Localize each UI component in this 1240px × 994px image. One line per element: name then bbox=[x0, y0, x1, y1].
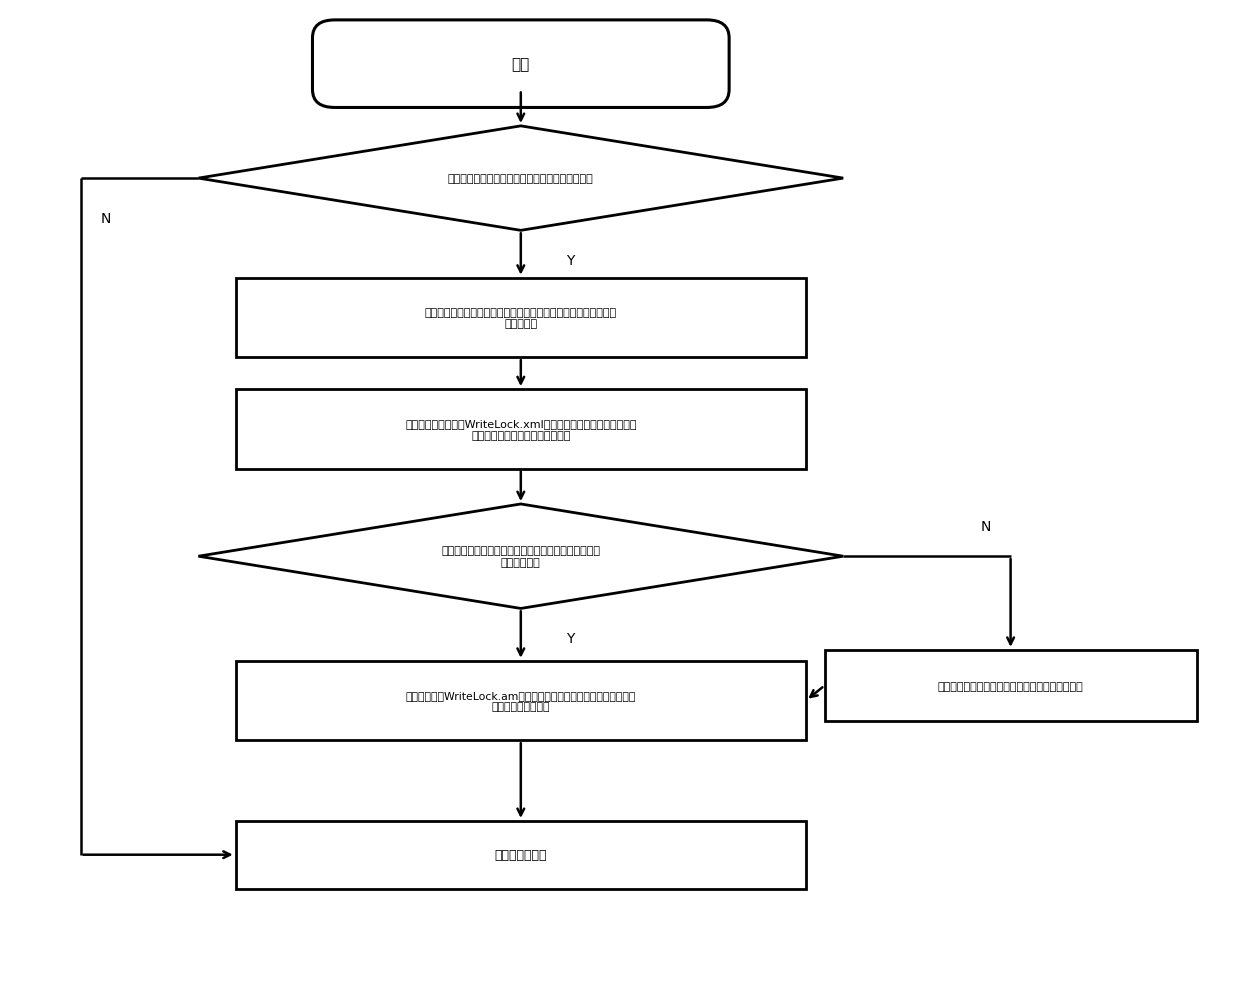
FancyBboxPatch shape bbox=[825, 650, 1197, 722]
FancyBboxPatch shape bbox=[236, 821, 806, 889]
Text: 打开配置文件WriteLock.am，将图间连接被修改的模型图文件的图间
连接锁改标志位置位: 打开配置文件WriteLock.am，将图间连接被修改的模型图文件的图间 连接锁… bbox=[405, 690, 636, 712]
Text: 工程师站综合模型图是否有图间连接的新增或删除: 工程师站综合模型图是否有图间连接的新增或删除 bbox=[448, 174, 594, 184]
Polygon shape bbox=[198, 505, 843, 608]
Text: Y: Y bbox=[567, 631, 574, 646]
Text: N: N bbox=[100, 212, 110, 226]
Text: N: N bbox=[981, 520, 991, 534]
FancyBboxPatch shape bbox=[236, 661, 806, 741]
FancyBboxPatch shape bbox=[236, 278, 806, 358]
Text: Y: Y bbox=[567, 253, 574, 268]
FancyBboxPatch shape bbox=[312, 21, 729, 108]
FancyBboxPatch shape bbox=[236, 390, 806, 469]
Text: 综合图间可连接关联的模型图文件是否都在写下载模型
图文件列表内: 综合图间可连接关联的模型图文件是否都在写下载模型 图文件列表内 bbox=[441, 546, 600, 568]
Text: 打开并读取配置文件WriteLock.xml中的写下载的模型图文件信息，
得到当前写下载的模型图文件列表: 打开并读取配置文件WriteLock.xml中的写下载的模型图文件信息， 得到当… bbox=[405, 418, 636, 440]
Text: 开始: 开始 bbox=[512, 57, 529, 73]
Polygon shape bbox=[198, 127, 843, 232]
Text: 进行下一步开发: 进行下一步开发 bbox=[495, 848, 547, 862]
Text: 获取图间连接关联的模型图文件信息，得到图间连接关联模型图文
件信息列表: 获取图间连接关联的模型图文件信息，得到图间连接关联模型图文 件信息列表 bbox=[425, 307, 616, 329]
Text: 写下载不在写下载模型图文件列表内的模型图文件: 写下载不在写下载模型图文件列表内的模型图文件 bbox=[937, 681, 1084, 691]
